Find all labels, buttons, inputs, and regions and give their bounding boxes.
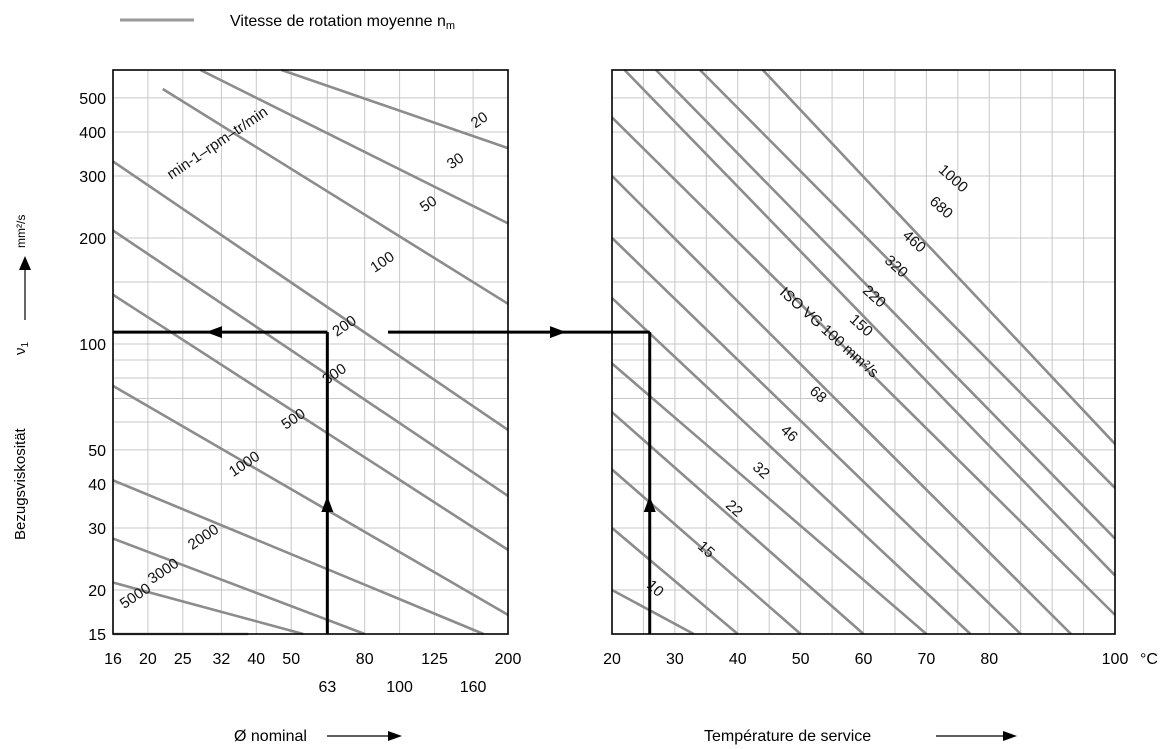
right-x-tick-label: 70 (917, 651, 935, 668)
iso-vg-curve-150 (611, 175, 1072, 635)
example-connector (113, 326, 656, 634)
left-chart: 2030501002003005001000200030005000min-1–… (79, 68, 522, 696)
iso-vg-curve-1000 (761, 69, 1116, 445)
iso-vg-curve-32 (611, 411, 865, 635)
right-x-tick-label: 100 (1102, 651, 1129, 668)
iso-vg-label: 460 (899, 227, 929, 256)
iso-vg-label: 46 (777, 422, 801, 446)
left-x-tick-label: 80 (356, 651, 374, 668)
speed-unit-label: min-1–rpm–tr/min (164, 103, 271, 183)
iso-vg-curve-220 (611, 116, 1116, 616)
iso-vg-curve-680 (699, 69, 1116, 489)
iso-vg-curve-320 (623, 69, 1116, 577)
speed-label: 30 (444, 150, 467, 173)
iso-vg-label: 68 (806, 383, 830, 407)
iso-vg-label: 680 (926, 193, 956, 222)
example-arrow-right (550, 326, 566, 339)
left-frame (112, 69, 509, 635)
speed-curve-300 (112, 293, 509, 551)
y-tick-label: 40 (88, 477, 106, 494)
left-x-tick-label: 50 (282, 651, 300, 668)
left-x-tick-label: 63 (318, 679, 336, 696)
iso-vg-curve-46 (611, 362, 928, 635)
left-x-tick-label: 32 (213, 651, 231, 668)
right-x-tick-label: 80 (980, 651, 998, 668)
left-x-tick-label: 160 (460, 679, 487, 696)
iso-vg-curve-22 (611, 468, 802, 635)
y-axis-arrow-head (19, 256, 31, 270)
left-x-tick-label: 40 (247, 651, 265, 668)
speed-label: 200 (329, 312, 359, 340)
left-x-tick-label: 25 (174, 651, 192, 668)
left-x-axis-title: Ø nominal (234, 728, 307, 745)
y-tick-label: 20 (88, 583, 106, 600)
speed-curve-2000 (112, 537, 366, 636)
speed-label: 2000 (185, 521, 222, 554)
iso-vg-label: 10 (643, 577, 667, 601)
right-x-tick-label: 20 (603, 651, 621, 668)
example-arrow-up-right (643, 496, 656, 512)
y-tick-label: 500 (79, 91, 106, 108)
y-tick-label: 30 (88, 521, 106, 538)
legend-text: Vitesse de rotation moyenne nm (230, 13, 455, 32)
iso-vg-label: 150 (846, 311, 876, 340)
y-tick-label: 400 (79, 125, 106, 142)
iso-vg-curve-10 (611, 588, 695, 636)
right-x-axis-arrow-head (1003, 731, 1017, 741)
speed-curve-30 (199, 68, 509, 225)
speed-label: 300 (319, 360, 349, 388)
y-tick-label: 100 (79, 337, 106, 354)
right-x-tick-label: 40 (729, 651, 747, 668)
example-arrow-up-left (321, 496, 334, 512)
speed-curve-200 (112, 229, 509, 498)
right-x-tick-label: 30 (666, 651, 684, 668)
left-x-tick-label: 125 (421, 651, 448, 668)
speed-curve-1000 (112, 479, 484, 636)
right-x-axis-title: Température de service (704, 728, 871, 745)
y-tick-label: 200 (79, 231, 106, 248)
speed-label: 3000 (145, 555, 182, 588)
speed-label: 1000 (226, 448, 263, 481)
iso-vg-curve-460 (655, 69, 1116, 540)
speed-curve-20 (281, 68, 509, 150)
speed-curve-100 (112, 160, 509, 431)
right-x-unit: °C (1140, 651, 1158, 668)
y-axis-symbol: ν1 (12, 342, 31, 356)
y-axis-title: Bezugsviskosität (12, 427, 29, 540)
iso-vg-curve-100 (611, 237, 1022, 635)
iso-vg-curve-15 (611, 527, 739, 635)
speed-label: 50 (417, 193, 440, 216)
y-tick-label: 300 (79, 169, 106, 186)
speed-curve-3000 (112, 581, 304, 636)
speed-label: 20 (468, 109, 491, 132)
y-tick-label: 15 (88, 627, 106, 644)
y-axis-unit: mm²/s (14, 215, 28, 248)
left-x-tick-label: 200 (495, 651, 522, 668)
speed-curve-500 (112, 384, 509, 616)
iso-vg-label: 1000 (935, 161, 971, 196)
speed-label: 100 (367, 248, 397, 276)
iso-vg-curve-68 (611, 297, 972, 635)
iso-vg-label: 22 (722, 497, 746, 521)
left-x-tick-label: 16 (104, 651, 122, 668)
speed-label: 500 (278, 405, 308, 433)
left-x-tick-label: 100 (386, 679, 413, 696)
left-x-axis-arrow-head (388, 731, 402, 741)
speed-curve-50 (162, 87, 509, 305)
y-tick-label: 50 (88, 443, 106, 460)
right-x-tick-label: 60 (855, 651, 873, 668)
example-arrow-left (206, 326, 222, 339)
right-x-tick-label: 50 (792, 651, 810, 668)
left-x-tick-label: 20 (139, 651, 157, 668)
right-frame (611, 69, 1116, 635)
